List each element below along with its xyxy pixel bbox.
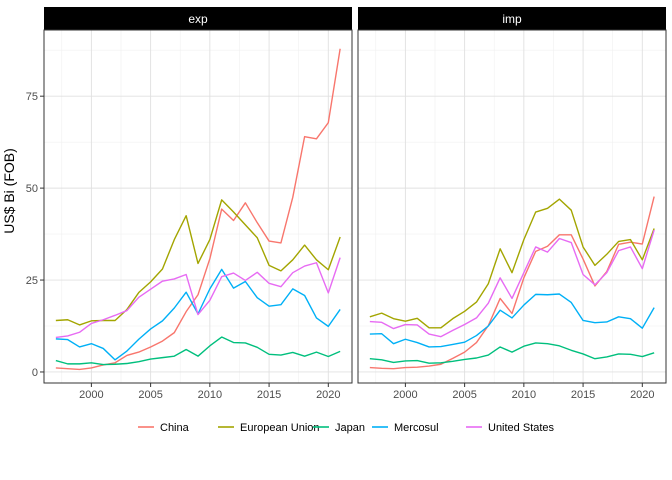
- legend: China European Union Japan Mercosul United S…: [138, 422, 555, 434]
- legend-label-european-union: European Union: [240, 422, 320, 434]
- series-line-united-states: [369, 229, 655, 338]
- series-line-japan: [55, 336, 341, 366]
- facet-panel-exp: exp 2000 2005 2010 2015 2020 0 25 50 75: [26, 7, 353, 401]
- x-tick-label: 2000: [79, 389, 103, 401]
- facet-strip-label: imp: [502, 12, 522, 26]
- x-tick-label: 2005: [138, 389, 162, 401]
- series-line-china: [369, 196, 655, 370]
- x-tick-label: 2005: [452, 389, 476, 401]
- y-tick-label: 50: [26, 183, 38, 195]
- legend-label-japan: Japan: [335, 422, 365, 434]
- x-tick-label: 2015: [571, 389, 595, 401]
- y-axis-label: US$ Bi (FOB): [1, 148, 17, 234]
- facet-strip-label: exp: [188, 12, 208, 26]
- legend-label-china: China: [160, 422, 190, 434]
- legend-item-japan: Japan: [313, 422, 365, 434]
- legend-item-european-union: European Union: [218, 422, 320, 434]
- series-line-mercosul: [369, 293, 655, 348]
- legend-item-united-states: United States: [466, 422, 555, 434]
- y-tick-label: 75: [26, 91, 38, 103]
- x-tick-label: 2000: [393, 389, 417, 401]
- legend-label-mercosul: Mercosul: [394, 422, 439, 434]
- series-line-european-union: [55, 199, 341, 326]
- y-tick-label: 0: [32, 367, 38, 379]
- facets-layer: exp 2000 2005 2010 2015 2020 0 25 50 75 imp 2000 200…: [26, 7, 667, 401]
- legend-item-mercosul: Mercosul: [372, 422, 439, 434]
- panel-border: [357, 29, 667, 384]
- legend-item-china: China: [138, 422, 190, 434]
- series-line-european-union: [369, 198, 655, 329]
- x-tick-label: 2010: [198, 389, 222, 401]
- x-tick-label: 2020: [630, 389, 654, 401]
- series-line-united-states: [55, 257, 341, 339]
- facet-strip: [358, 7, 666, 30]
- facet-panel-imp: imp 2000 2005 2010 2015 2020: [357, 7, 667, 401]
- legend-label-united-states: United States: [488, 422, 555, 434]
- x-tick-label: 2010: [512, 389, 536, 401]
- panel-border: [43, 29, 353, 384]
- x-tick-label: 2020: [316, 389, 340, 401]
- y-tick-label: 25: [26, 275, 38, 287]
- facet-strip: [44, 7, 352, 30]
- series-line-japan: [369, 342, 655, 364]
- x-tick-label: 2015: [257, 389, 281, 401]
